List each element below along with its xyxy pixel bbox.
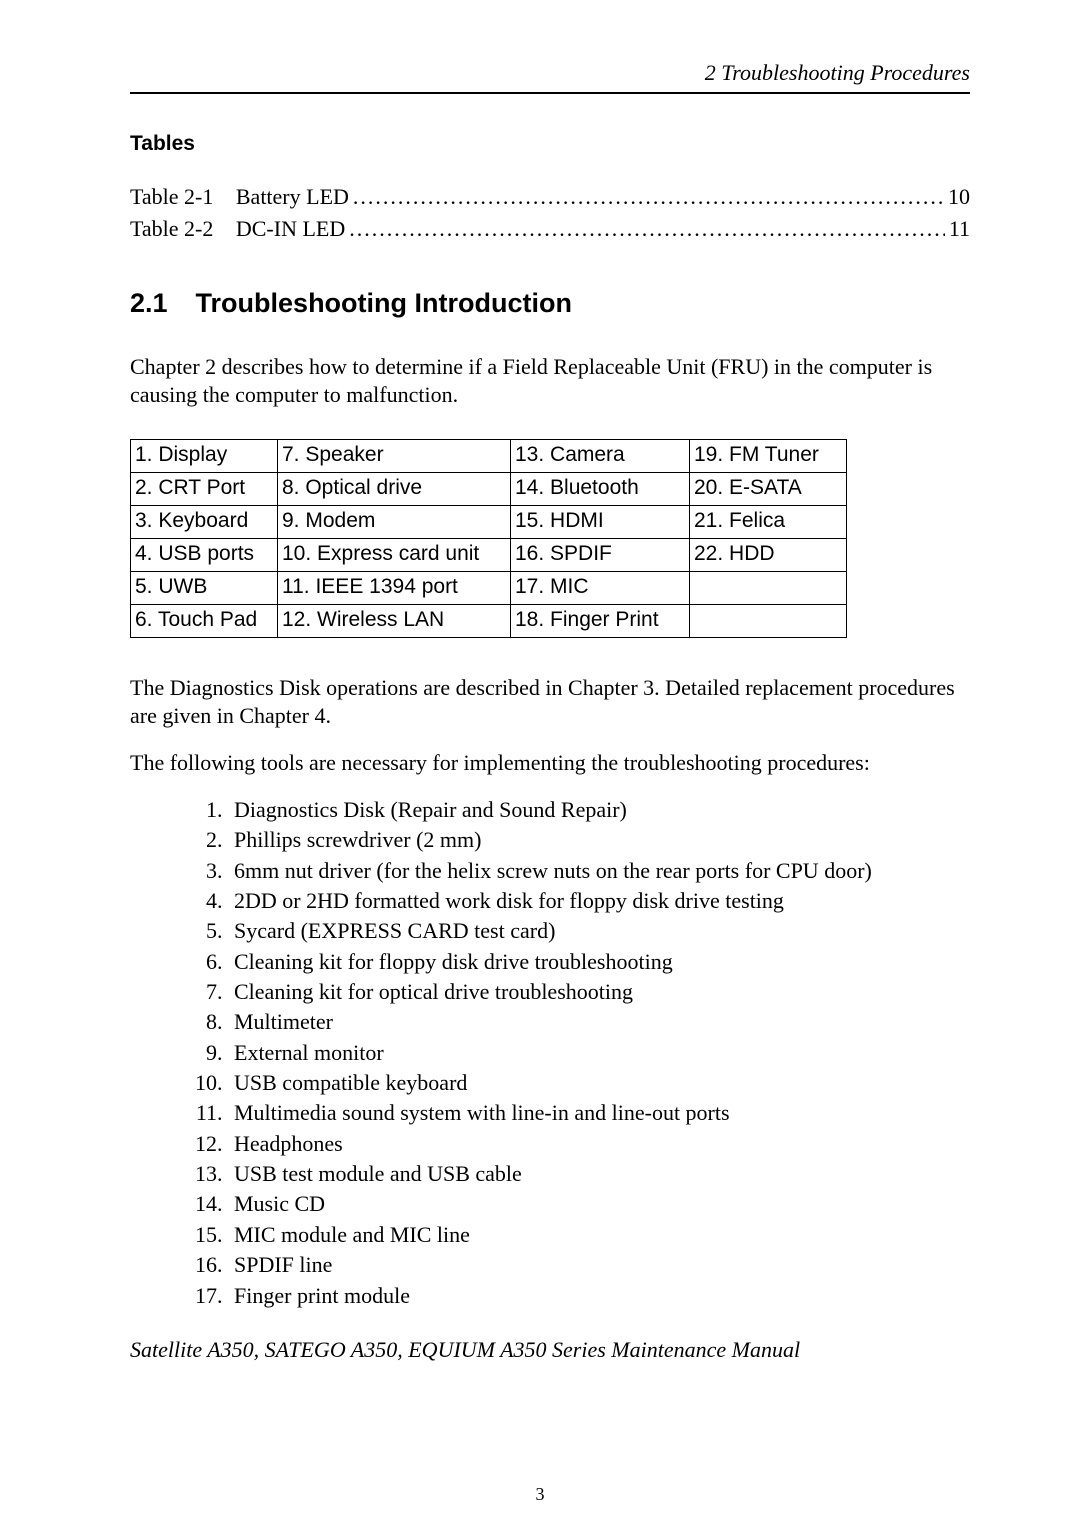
table-cell: 8. Optical drive	[278, 473, 511, 506]
tools-list: Diagnostics Disk (Repair and Sound Repai…	[130, 795, 970, 1311]
lot-title: DC-IN LED	[236, 216, 349, 242]
table-cell: 12. Wireless LAN	[278, 605, 511, 638]
list-item: SPDIF line	[228, 1250, 970, 1280]
list-item: Headphones	[228, 1129, 970, 1159]
table-cell	[690, 572, 847, 605]
running-header: 2 Troubleshooting Procedures	[130, 60, 970, 94]
list-item: External monitor	[228, 1038, 970, 1068]
table-cell: 2. CRT Port	[131, 473, 278, 506]
table-cell: 7. Speaker	[278, 440, 511, 473]
table-cell: 9. Modem	[278, 506, 511, 539]
tables-heading: Tables	[130, 132, 970, 156]
table-cell: 1. Display	[131, 440, 278, 473]
table-cell: 5. UWB	[131, 572, 278, 605]
table-cell: 4. USB ports	[131, 539, 278, 572]
list-item: Music CD	[228, 1189, 970, 1219]
lot-row: Table 2-2 DC-IN LED.....................…	[130, 216, 970, 242]
table-row: 6. Touch Pad12. Wireless LAN18. Finger P…	[131, 605, 847, 638]
list-item: Cleaning kit for optical drive troublesh…	[228, 977, 970, 1007]
page: 2 Troubleshooting Procedures Tables Tabl…	[0, 0, 1080, 1527]
section-intro: Chapter 2 describes how to determine if …	[130, 353, 970, 409]
table-row: 3. Keyboard9. Modem15. HDMI21. Felica	[131, 506, 847, 539]
table-cell: 21. Felica	[690, 506, 847, 539]
table-row: 2. CRT Port8. Optical drive14. Bluetooth…	[131, 473, 847, 506]
lot-dots: ........................................…	[353, 184, 944, 210]
unit-table: 1. Display7. Speaker13. Camera19. FM Tun…	[130, 439, 847, 638]
section-heading: 2.1 Troubleshooting Introduction	[130, 288, 970, 319]
table-cell: 11. IEEE 1394 port	[278, 572, 511, 605]
table-cell: 14. Bluetooth	[511, 473, 690, 506]
lot-page: 11	[945, 216, 970, 242]
lot-row: Table 2-1 Battery LED...................…	[130, 184, 970, 210]
lot-title: Battery LED	[236, 184, 353, 210]
list-item: USB test module and USB cable	[228, 1159, 970, 1189]
list-of-tables: Table 2-1 Battery LED...................…	[130, 184, 970, 242]
table-row: 5. UWB11. IEEE 1394 port17. MIC	[131, 572, 847, 605]
section-number: 2.1	[130, 288, 168, 319]
list-item: Sycard (EXPRESS CARD test card)	[228, 916, 970, 946]
table-cell: 10. Express card unit	[278, 539, 511, 572]
list-item: Multimeter	[228, 1007, 970, 1037]
table-cell	[690, 605, 847, 638]
table-cell: 22. HDD	[690, 539, 847, 572]
table-cell: 18. Finger Print	[511, 605, 690, 638]
table-row: 4. USB ports10. Express card unit16. SPD…	[131, 539, 847, 572]
after-table-p2: The following tools are necessary for im…	[130, 749, 970, 777]
footer-title: Satellite A350, SATEGO A350, EQUIUM A350…	[130, 1337, 970, 1363]
list-item: Phillips screwdriver (2 mm)	[228, 825, 970, 855]
lot-label: Table 2-1	[130, 184, 236, 210]
table-cell: 20. E-SATA	[690, 473, 847, 506]
lot-page: 10	[944, 184, 970, 210]
list-item: MIC module and MIC line	[228, 1220, 970, 1250]
table-cell: 16. SPDIF	[511, 539, 690, 572]
list-item: Cleaning kit for floppy disk drive troub…	[228, 947, 970, 977]
list-item: 6mm nut driver (for the helix screw nuts…	[228, 856, 970, 886]
section-title: Troubleshooting Introduction	[196, 288, 572, 318]
list-item: Diagnostics Disk (Repair and Sound Repai…	[228, 795, 970, 825]
list-item: Finger print module	[228, 1281, 970, 1311]
after-table-p1: The Diagnostics Disk operations are desc…	[130, 674, 970, 730]
page-number: 3	[0, 1484, 1080, 1505]
table-cell: 6. Touch Pad	[131, 605, 278, 638]
table-cell: 3. Keyboard	[131, 506, 278, 539]
list-item: Multimedia sound system with line-in and…	[228, 1098, 970, 1128]
list-item: 2DD or 2HD formatted work disk for flopp…	[228, 886, 970, 916]
lot-dots: ........................................…	[349, 216, 945, 242]
lot-label: Table 2-2	[130, 216, 236, 242]
table-cell: 15. HDMI	[511, 506, 690, 539]
list-item: USB compatible keyboard	[228, 1068, 970, 1098]
table-cell: 13. Camera	[511, 440, 690, 473]
table-cell: 19. FM Tuner	[690, 440, 847, 473]
table-row: 1. Display7. Speaker13. Camera19. FM Tun…	[131, 440, 847, 473]
table-cell: 17. MIC	[511, 572, 690, 605]
